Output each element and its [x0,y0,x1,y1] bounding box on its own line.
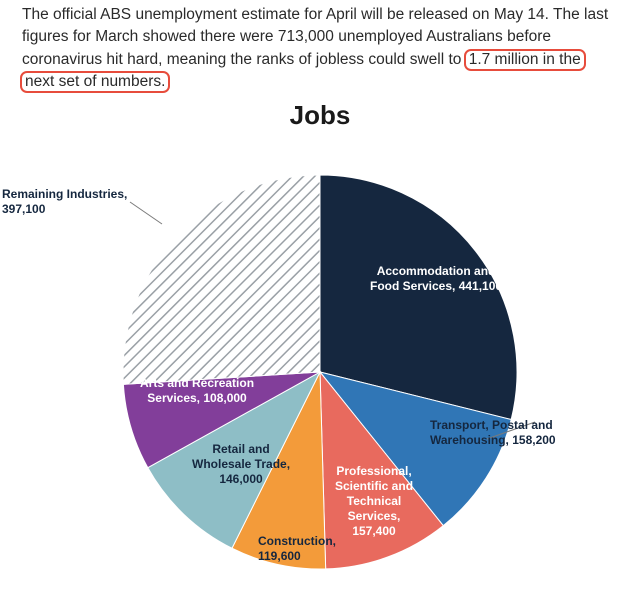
pie-slice [123,175,320,384]
leader-line [130,202,162,224]
slice-label: Transport, Postal and Warehousing, 158,2… [430,418,556,448]
slice-label: Construction, 119,600 [258,534,336,564]
highlight-2: next set of numbers. [20,71,170,93]
intro-paragraph: The official ABS unemployment estimate f… [0,0,640,94]
slice-label: Arts and Recreation Services, 108,000 [140,376,254,406]
slice-label: Professional, Scientific and Technical S… [335,464,413,539]
slice-label: Accommodation and Food Services, 441,100 [370,264,502,294]
slice-label: Retail and Wholesale Trade, 146,000 [192,442,290,487]
highlight-1: 1.7 million in the [464,49,586,71]
jobs-pie-chart: Jobs Accommodation and Food Services, 44… [0,94,640,584]
pie-svg [0,94,640,584]
slice-label: Remaining Industries, 397,100 [2,187,127,217]
